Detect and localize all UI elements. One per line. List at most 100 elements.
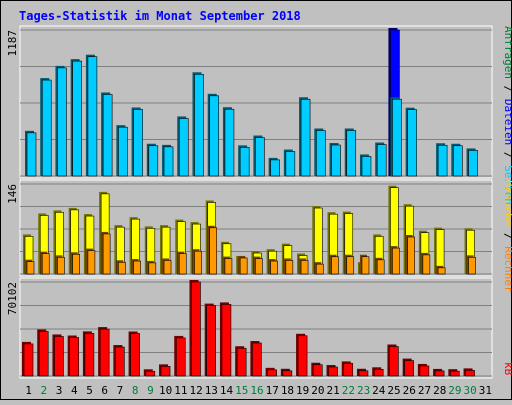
bar-kb-day-6 bbox=[99, 328, 110, 377]
bar-besuche-day-11 bbox=[178, 253, 187, 275]
bar-besuche-day-12 bbox=[194, 250, 202, 275]
bar-dateien-day-25 bbox=[392, 98, 402, 177]
day-label: 16 bbox=[250, 384, 263, 397]
bar-besuche-day-24 bbox=[376, 259, 385, 275]
panel-1-legend: Anfragen / Dateien / Seiten bbox=[502, 26, 512, 205]
bar-dateien-day-5 bbox=[87, 56, 98, 177]
bar-dateien-day-1 bbox=[26, 132, 37, 177]
day-label: 13 bbox=[205, 384, 218, 397]
bar-besuche-day-10 bbox=[163, 260, 172, 275]
bar-kb-day-1 bbox=[23, 343, 34, 377]
bar-kb-day-20 bbox=[312, 364, 323, 377]
bar-besuche-day-8 bbox=[133, 260, 141, 275]
bar-kb-day-22 bbox=[343, 363, 354, 377]
bar-kb-day-28 bbox=[434, 370, 445, 377]
bar-kb-day-9 bbox=[145, 371, 156, 377]
bar-besuche-day-2 bbox=[41, 253, 50, 275]
bar-kb-day-3 bbox=[54, 336, 64, 377]
panel-3-max-label: 70102 bbox=[6, 282, 19, 315]
day-label: 30 bbox=[464, 384, 477, 397]
bar-besuche-day-5 bbox=[87, 250, 96, 275]
bar-dateien-day-9 bbox=[148, 145, 159, 177]
legend-seiten: Seiten bbox=[502, 165, 512, 205]
day-labels: 1 2 3 4 5 6 7 8 9 10 11 12 13 14 15 16 17 18 19 20 21 22 23 24 2… bbox=[25, 384, 492, 397]
bar-besuche-day-16 bbox=[255, 258, 263, 275]
day-label: 27 bbox=[418, 384, 431, 397]
bar-dateien-day-30 bbox=[468, 150, 478, 177]
bar-kb-day-15 bbox=[236, 347, 247, 377]
bar-dateien-day-8 bbox=[133, 109, 143, 177]
bar-dateien-day-18 bbox=[285, 151, 296, 177]
chart-title: Tages-Statistik im Monat September 2018 bbox=[19, 9, 301, 23]
day-label: 28 bbox=[433, 384, 446, 397]
bar-kb-day-4 bbox=[69, 337, 79, 377]
day-label: 21 bbox=[327, 384, 340, 397]
bar-dateien-day-20 bbox=[315, 130, 326, 177]
bar-besuche-day-19 bbox=[300, 260, 309, 275]
day-label: 2 bbox=[41, 384, 48, 397]
bar-kb-day-11 bbox=[175, 337, 186, 377]
bar-besuche-day-4 bbox=[72, 253, 80, 275]
day-label: 22 bbox=[342, 384, 355, 397]
bar-dateien-day-16 bbox=[255, 137, 265, 177]
bar-kb-day-10 bbox=[160, 366, 171, 377]
bar-besuche-day-27 bbox=[422, 254, 431, 275]
bar-dateien-day-11 bbox=[178, 118, 189, 177]
legend-kb: kB bbox=[502, 362, 512, 376]
day-label: 7 bbox=[117, 384, 124, 397]
bar-besuche-day-7 bbox=[118, 261, 126, 275]
panel-1-bars bbox=[25, 28, 478, 177]
day-label: 17 bbox=[266, 384, 279, 397]
bar-dateien-day-6 bbox=[102, 94, 113, 177]
day-label: 9 bbox=[147, 384, 154, 397]
bar-dateien-day-24 bbox=[376, 144, 387, 177]
bar-besuche-day-18 bbox=[285, 260, 294, 275]
bar-kb-day-2 bbox=[38, 331, 49, 377]
bar-dateien-day-23 bbox=[361, 156, 372, 177]
bar-dateien-day-22 bbox=[346, 130, 357, 177]
day-label: 11 bbox=[174, 384, 187, 397]
bar-besuche-day-1 bbox=[26, 261, 35, 275]
bar-dateien-day-26 bbox=[407, 109, 417, 177]
day-label: 4 bbox=[71, 384, 78, 397]
bar-dateien-day-13 bbox=[209, 95, 220, 177]
bar-dateien-day-12 bbox=[194, 73, 204, 177]
day-label: 14 bbox=[220, 384, 234, 397]
bar-besuche-day-25 bbox=[392, 247, 400, 275]
day-label: 26 bbox=[403, 384, 416, 397]
bar-kb-day-17 bbox=[267, 369, 277, 377]
panel-2-legend: Besuche / Rechner bbox=[502, 180, 512, 293]
day-label: 19 bbox=[296, 384, 309, 397]
bar-kb-day-7 bbox=[115, 346, 125, 377]
day-label: 1 bbox=[25, 384, 32, 397]
bar-dateien-day-2 bbox=[41, 79, 52, 177]
bar-besuche-day-13 bbox=[209, 227, 218, 275]
bar-dateien-day-28 bbox=[437, 144, 448, 177]
bar-besuche-day-22 bbox=[346, 256, 355, 275]
legend-sep-2: / bbox=[502, 145, 512, 165]
bar-kb-day-12 bbox=[191, 281, 201, 377]
day-label: 18 bbox=[281, 384, 294, 397]
bar-besuche-day-28 bbox=[437, 267, 446, 275]
day-label: 10 bbox=[159, 384, 172, 397]
bar-kb-day-24 bbox=[373, 368, 384, 377]
legend-sep-1: / bbox=[502, 79, 512, 99]
day-label: 29 bbox=[448, 384, 461, 397]
bar-dateien-day-14 bbox=[224, 108, 235, 177]
bar-besuche-day-3 bbox=[57, 257, 65, 275]
legend-besuche: Besuche bbox=[502, 180, 512, 226]
bar-kb-day-30 bbox=[465, 370, 475, 377]
panel-3-bars bbox=[22, 280, 475, 377]
bar-besuche-day-26 bbox=[407, 236, 415, 275]
bar-dateien-day-29 bbox=[453, 145, 463, 177]
panel-2-bars bbox=[23, 185, 476, 275]
bar-besuche-day-21 bbox=[331, 256, 339, 275]
bar-besuche-day-20 bbox=[315, 263, 324, 275]
day-label: 20 bbox=[311, 384, 324, 397]
bar-kb-day-27 bbox=[419, 365, 430, 377]
bar-besuche-day-30 bbox=[468, 257, 476, 275]
bar-dateien-day-19 bbox=[300, 98, 311, 177]
panel-2-max-label: 146 bbox=[6, 184, 19, 204]
bar-besuche-day-6 bbox=[102, 233, 111, 275]
day-label: 6 bbox=[101, 384, 108, 397]
